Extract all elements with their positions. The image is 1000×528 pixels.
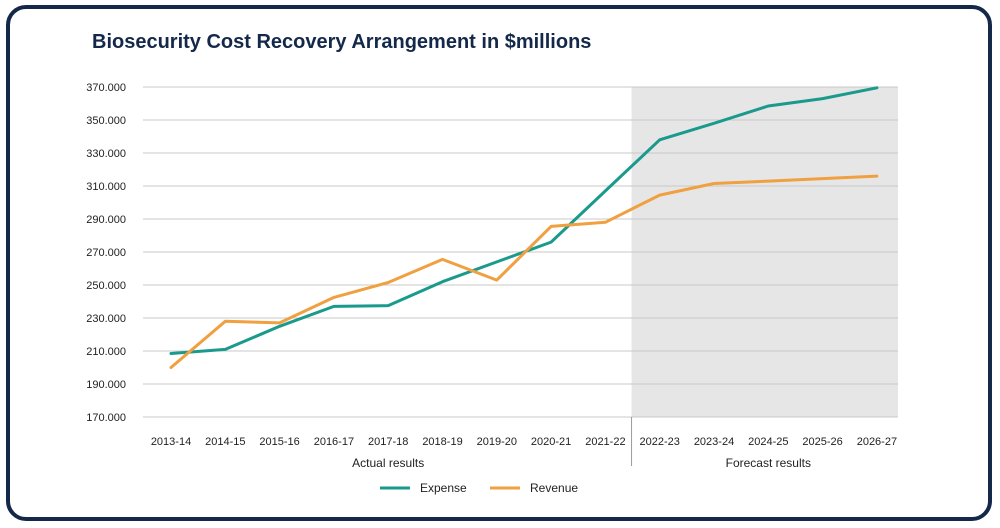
y-tick-label: 190.000	[86, 379, 126, 391]
x-tick-label: 2013-14	[151, 436, 191, 448]
x-tick-label: 2014-15	[205, 436, 245, 448]
y-tick-label: 230.000	[86, 313, 126, 325]
y-tick-label: 290.000	[86, 214, 126, 226]
x-tick-label: 2016-17	[314, 436, 354, 448]
group-label: Forecast results	[726, 456, 811, 470]
y-tick-label: 250.000	[86, 280, 126, 292]
x-tick-label: 2025-26	[802, 436, 842, 448]
x-tick-label: 2015-16	[259, 436, 299, 448]
x-tick-label: 2018-19	[422, 436, 462, 448]
x-tick-label: 2021-22	[585, 436, 625, 448]
y-tick-label: 350.000	[86, 115, 126, 127]
y-tick-label: 170.000	[86, 412, 126, 424]
legend-label-revenue: Revenue	[530, 481, 578, 495]
x-tick-label: 2024-25	[748, 436, 788, 448]
x-tick-label: 2017-18	[368, 436, 408, 448]
y-tick-label: 330.000	[86, 148, 126, 160]
x-tick-label: 2020-21	[531, 436, 571, 448]
x-tick-label: 2019-20	[477, 436, 517, 448]
y-tick-label: 210.000	[86, 346, 126, 358]
x-tick-label: 2026-27	[857, 436, 897, 448]
y-tick-label: 370.000	[86, 82, 126, 94]
y-tick-label: 310.000	[86, 181, 126, 193]
y-tick-label: 270.000	[86, 247, 126, 259]
x-tick-label: 2023-24	[694, 436, 734, 448]
legend-label-expense: Expense	[420, 481, 467, 495]
x-tick-label: 2022-23	[640, 436, 680, 448]
chart-title: Biosecurity Cost Recovery Arrangement in…	[92, 31, 592, 53]
series-line-revenue	[169, 174, 879, 369]
group-label: Actual results	[352, 456, 424, 470]
